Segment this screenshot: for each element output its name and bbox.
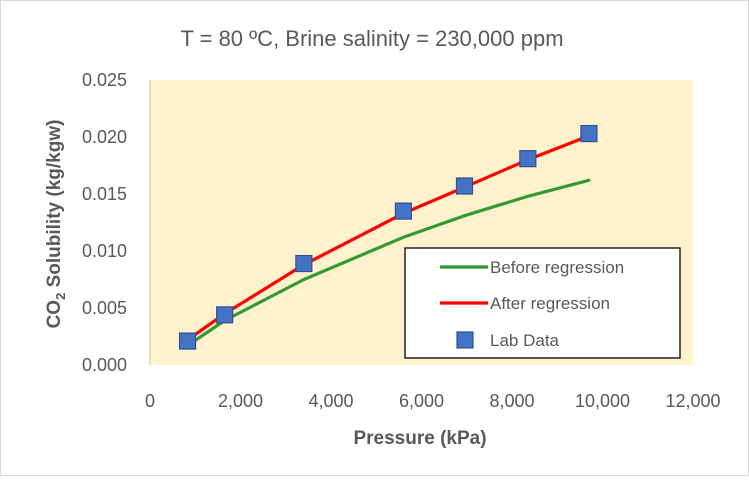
tick-labels: 0 2,000 4,000 6,000 8,000 10,000 12,000 0.000 0.…: [82, 70, 721, 411]
x-axis-title: Pressure (kPa): [353, 428, 486, 449]
lab-data-point: [295, 254, 313, 273]
chart-title: T = 80 ºC, Brine salinity = 230,000 ppm: [180, 26, 563, 51]
y-tick-label: 0.025: [82, 70, 127, 90]
legend-swatch: [456, 331, 474, 349]
y-tick-label: 0.000: [82, 355, 127, 375]
legend-label: Lab Data: [490, 331, 560, 350]
y-tick-label: 0.005: [82, 298, 127, 318]
x-tick-label: 2,000: [218, 391, 263, 411]
x-tick-label: 6,000: [399, 391, 444, 411]
x-tick-label: 12,000: [665, 391, 720, 411]
x-tick-label: 10,000: [575, 391, 630, 411]
lab-data-point: [455, 177, 474, 195]
y-tick-label: 0.010: [82, 241, 127, 261]
lab-data-point: [216, 306, 234, 324]
lab-data-point: [519, 150, 537, 168]
x-tick-label: 8,000: [489, 391, 534, 411]
legend-label: Before regression: [490, 258, 624, 277]
y-axis-title-main: CO: [44, 300, 65, 329]
y-tick-label: 0.020: [82, 127, 127, 147]
legend-items: Before regression After regression Lab Dat…: [440, 258, 624, 350]
x-tick-label: 4,000: [308, 391, 353, 411]
y-axis-title: CO2 Solubility (kg/kgw): [44, 120, 68, 329]
lab-data-point: [394, 202, 412, 220]
lab-data-point: [580, 124, 598, 143]
y-tick-label: 0.015: [82, 184, 127, 204]
x-tick-label: 0: [145, 391, 155, 411]
legend: Before regression After regression Lab Dat…: [404, 247, 681, 359]
series-layer: [178, 124, 598, 350]
y-axis-title-rest: Solubility (kg/kgw): [44, 120, 65, 293]
y-axis-title-sub: 2: [53, 293, 68, 300]
lab-data-point: [178, 332, 197, 350]
legend-label: After regression: [490, 294, 610, 313]
